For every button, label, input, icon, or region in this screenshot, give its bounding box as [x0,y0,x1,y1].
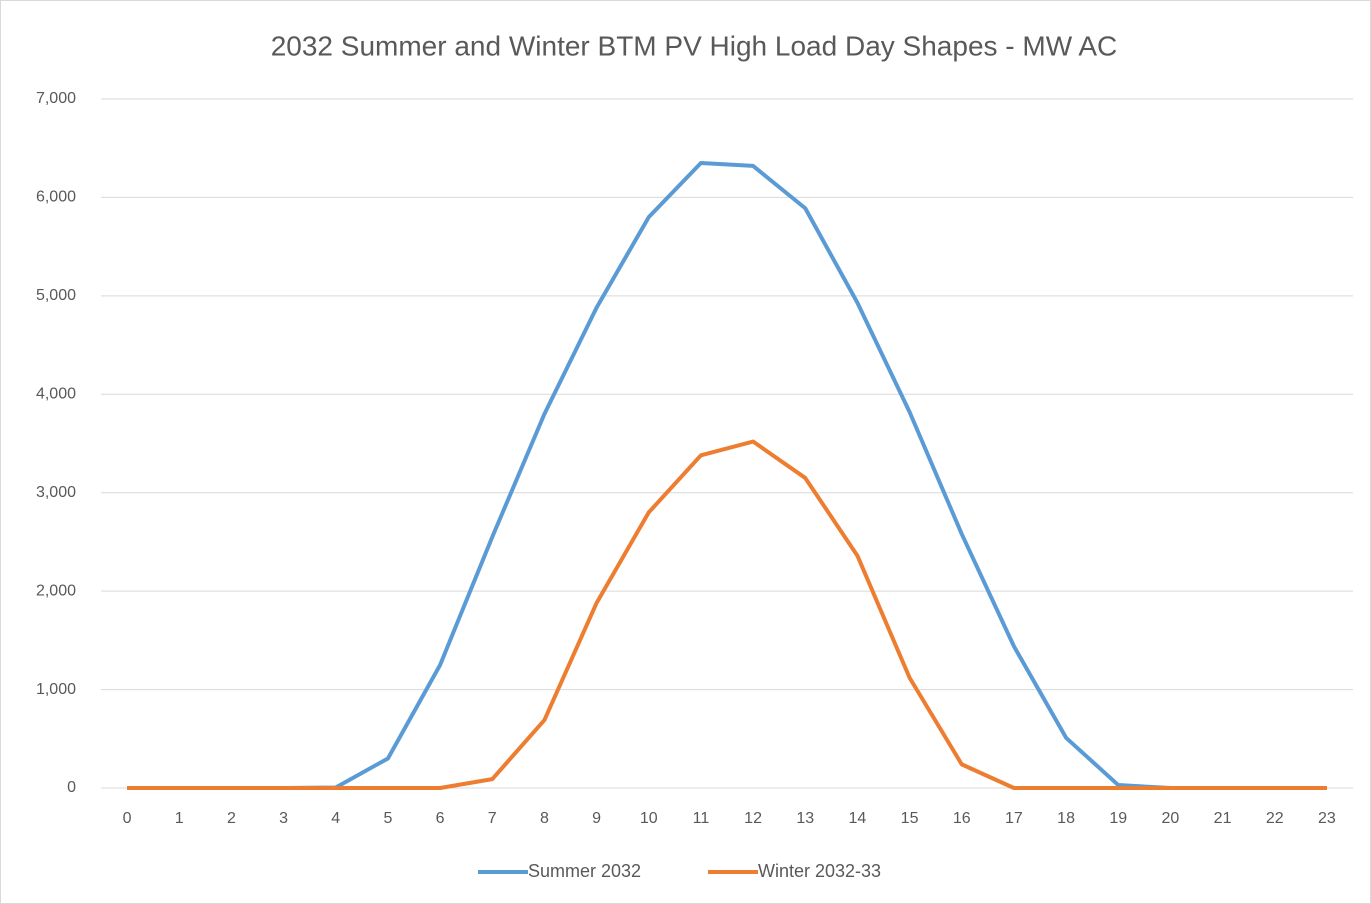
x-tick-label: 18 [1057,810,1075,827]
x-tick-label: 19 [1109,810,1127,827]
series-line [127,439,1327,790]
x-tick-label: 20 [1162,810,1180,827]
x-tick-label: 5 [383,810,392,827]
x-tick-label: 8 [540,810,549,827]
y-tick-label: 6,000 [36,189,76,206]
x-tick-label: 13 [796,810,814,827]
y-tick-label: 2,000 [36,582,76,599]
x-tick-label: 4 [331,810,340,827]
x-tick-label: 22 [1266,810,1284,827]
y-tick-label: 3,000 [36,484,76,501]
x-tick-label: 3 [279,810,288,827]
x-tick-label: 7 [488,810,497,827]
y-tick-label: 5,000 [36,287,76,304]
x-tick-label: 0 [123,810,132,827]
x-tick-label: 10 [640,810,658,827]
x-tick-label: 9 [592,810,601,827]
chart-title: 2032 Summer and Winter BTM PV High Load … [271,30,1118,61]
y-tick-label: 4,000 [36,386,76,403]
x-tick-label: 2 [227,810,236,827]
x-tick-label: 1 [175,810,184,827]
y-tick-label: 1,000 [36,681,76,698]
x-tick-label: 14 [849,810,867,827]
x-tick-label: 16 [953,810,971,827]
y-tick-label: 7,000 [36,90,76,107]
legend-label: Winter 2032-33 [758,861,881,881]
legend-label: Summer 2032 [528,861,641,881]
x-tick-label: 11 [693,810,710,827]
x-tick-label: 23 [1318,810,1336,827]
x-tick-label: 21 [1214,810,1232,827]
x-tick-label: 17 [1005,810,1023,827]
x-tick-label: 15 [901,810,919,827]
x-tick-label: 6 [436,810,445,827]
x-tick-label: 12 [744,810,762,827]
y-tick-label: 0 [67,779,76,796]
